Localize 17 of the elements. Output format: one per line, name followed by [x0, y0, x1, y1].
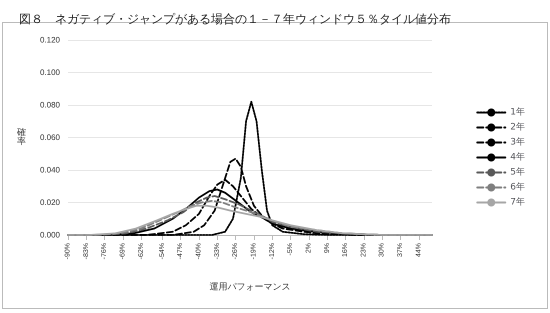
legend-label: 3年: [510, 136, 526, 148]
legend-label: 7年: [510, 196, 526, 208]
y-tick-label: 0.020: [40, 198, 61, 207]
legend-label: 6年: [510, 182, 526, 192]
legend-label: 5年: [510, 166, 526, 178]
y-tick-label: 0.100: [40, 68, 61, 77]
x-axis-title: 運用パフォーマンス: [210, 282, 290, 292]
legend-label: 4年: [510, 152, 526, 162]
legend-label: 1年: [510, 106, 526, 118]
y-tick-label: 0.060: [40, 133, 61, 142]
chart-title: 図８ ネガティブ・ジャンプがある場合の１－７年ウィンドウ５％タイル値分布: [19, 12, 451, 26]
legend-label: 2年: [510, 122, 526, 132]
y-tick-label: 0.000: [40, 230, 61, 240]
y-tick-label: 0.120: [40, 36, 61, 44]
y-axis-title: 確率: [16, 127, 26, 147]
y-tick-label: 0.080: [40, 100, 61, 110]
y-tick-label: 0.040: [40, 166, 61, 174]
